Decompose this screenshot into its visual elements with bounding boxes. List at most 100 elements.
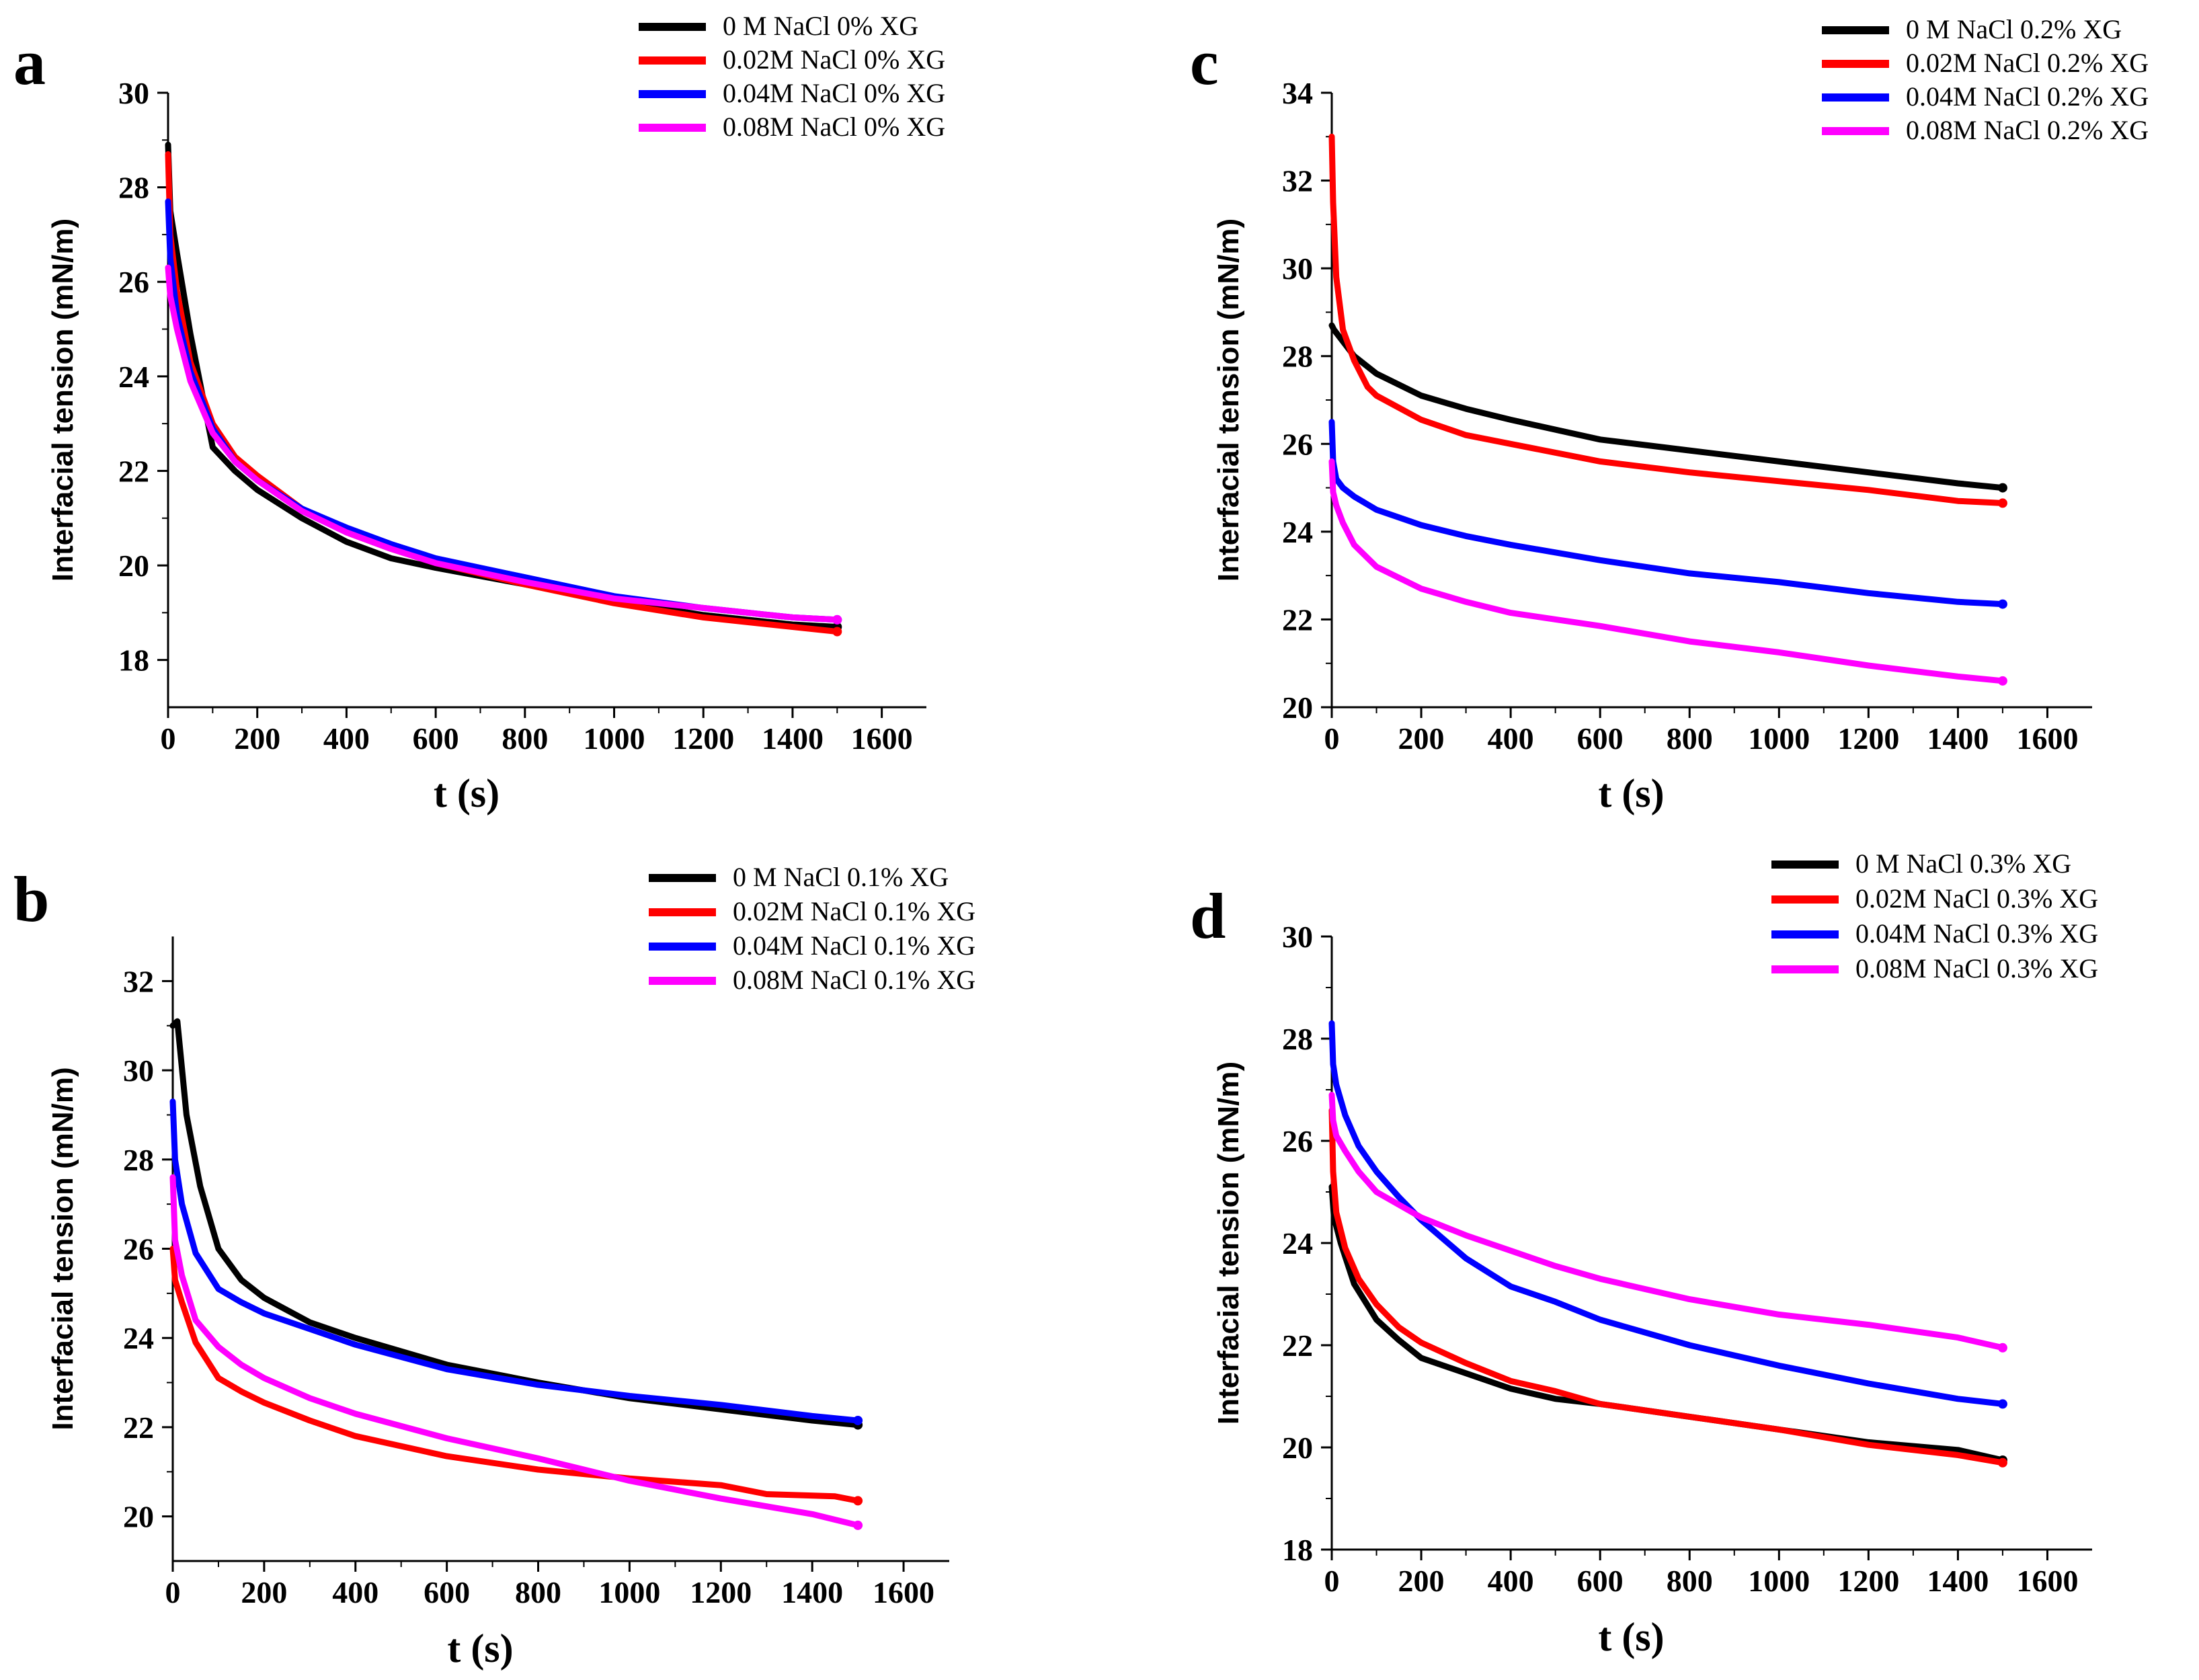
series-line-3 — [165, 198, 840, 623]
x-tick-label: 1400 — [781, 1575, 843, 1609]
y-tick-label: 20 — [1282, 1431, 1313, 1465]
legend-label: 0.04M NaCl 0% XG — [723, 78, 945, 108]
y-tick-label: 20 — [123, 1500, 154, 1534]
series-line-1 — [165, 141, 840, 630]
x-tick-label: 1000 — [1748, 1564, 1810, 1598]
x-tick-label: 0 — [1324, 721, 1340, 756]
series-line-4 — [169, 1174, 861, 1529]
legend-label: 0.04M NaCl 0.2% XG — [1906, 81, 2149, 112]
x-tick-label: 600 — [1577, 721, 1624, 756]
legend-label: 0 M NaCl 0.2% XG — [1906, 14, 2122, 44]
series-end-marker — [832, 614, 842, 625]
y-tick-label: 22 — [123, 1410, 154, 1445]
x-tick-label: 1600 — [873, 1575, 934, 1609]
series-line-1 — [1328, 322, 2006, 491]
panel-d: d 0 200 400 600 800 1000 1200 1400 1600 18 20 22 24 26… — [1190, 848, 2098, 1659]
series-line-4 — [165, 264, 840, 623]
series-line-3 — [1328, 419, 2006, 608]
x-axis-title: t (s) — [447, 1626, 513, 1671]
x-tick-label: 1200 — [690, 1575, 752, 1609]
y-tick-label: 26 — [118, 265, 149, 299]
y-tick-label: 28 — [123, 1143, 154, 1177]
x-tick-label: 800 — [1667, 721, 1713, 756]
y-tick-label: 28 — [1282, 1022, 1313, 1056]
x-tick-label: 600 — [1577, 1564, 1624, 1598]
y-tick-label: 30 — [118, 76, 149, 110]
x-tick-label: 1000 — [598, 1575, 660, 1609]
x-tick-label: 1200 — [1837, 1564, 1899, 1598]
legend-label: 0.04M NaCl 0.1% XG — [733, 930, 975, 961]
x-tick-label: 1400 — [1927, 721, 1989, 756]
series-line-1 — [169, 1018, 861, 1429]
legend-label: 0 M NaCl 0.3% XG — [1855, 848, 2071, 879]
series-end-marker — [1997, 483, 2007, 493]
x-tick-label: 200 — [241, 1575, 287, 1609]
legend-label: 0.04M NaCl 0.3% XG — [1855, 918, 2098, 949]
legend-label: 0 M NaCl 0.1% XG — [733, 862, 949, 892]
x-tick-label: 1400 — [1927, 1564, 1989, 1598]
panel-c: c 0 200 400 600 800 1000 1200 1400 1600 20 22 24 26 28… — [1190, 14, 2149, 815]
y-tick-label: 24 — [1282, 515, 1313, 549]
x-tick-label: 1600 — [2016, 1564, 2078, 1598]
series-line-2 — [1328, 1107, 2006, 1466]
x-axis-title: t (s) — [1598, 771, 1664, 815]
legend-label: 0.02M NaCl 0.1% XG — [733, 896, 975, 926]
x-axis-title: t (s) — [434, 771, 499, 815]
x-tick-label: 800 — [1667, 1564, 1713, 1598]
y-tick-label: 18 — [1282, 1533, 1313, 1567]
y-tick-label: 30 — [1282, 920, 1313, 954]
x-tick-label: 1400 — [762, 721, 824, 756]
legend-label: 0 M NaCl 0% XG — [723, 11, 918, 41]
series-end-marker — [832, 627, 842, 637]
legend-label: 0.08M NaCl 0.2% XG — [1906, 115, 2149, 145]
series-line-4 — [1328, 458, 2006, 684]
x-tick-label: 1000 — [1748, 721, 1810, 756]
y-tick-label: 26 — [123, 1232, 154, 1267]
series-end-marker — [1997, 599, 2007, 609]
legend-label: 0.08M NaCl 0.1% XG — [733, 965, 975, 995]
x-tick-label: 1600 — [2016, 721, 2078, 756]
x-tick-label: 400 — [1488, 1564, 1534, 1598]
series-line-3 — [169, 1098, 861, 1424]
y-tick-label: 20 — [1282, 690, 1313, 725]
x-tick-label: 1600 — [851, 721, 913, 756]
y-axis-title: Interfacial tension (mN/m) — [1212, 1062, 1245, 1425]
legend-label: 0.02M NaCl 0.2% XG — [1906, 48, 2149, 78]
panel-a: a 0 200 400 600 800 1000 1200 1400 1600 18 20 22 24 26… — [13, 11, 945, 815]
series-end-marker — [853, 1520, 863, 1530]
series-line-4 — [1328, 1092, 2006, 1351]
y-tick-label: 22 — [118, 454, 149, 488]
panel-letter: d — [1190, 880, 1226, 952]
series-end-marker — [1997, 1343, 2007, 1353]
x-tick-label: 1200 — [1837, 721, 1899, 756]
series-end-marker — [1997, 1399, 2007, 1409]
y-tick-label: 28 — [1282, 339, 1313, 374]
y-tick-label: 30 — [1282, 251, 1313, 286]
y-tick-label: 30 — [123, 1053, 154, 1088]
series-end-marker — [853, 1415, 863, 1425]
series-line-2 — [169, 1246, 861, 1504]
series-line-2 — [165, 151, 840, 635]
series-line-3 — [1328, 1020, 2006, 1407]
panel-letter: c — [1190, 26, 1219, 98]
y-tick-label: 26 — [1282, 1124, 1313, 1158]
series-line-2 — [1328, 133, 2006, 506]
legend-label: 0.08M NaCl 0.3% XG — [1855, 953, 2098, 984]
series-end-marker — [1997, 1457, 2007, 1468]
x-tick-label: 600 — [413, 721, 459, 756]
x-tick-label: 0 — [165, 1575, 181, 1609]
y-tick-label: 32 — [123, 964, 154, 998]
x-tick-label: 1000 — [584, 721, 645, 756]
x-tick-label: 200 — [234, 721, 280, 756]
x-tick-label: 400 — [1488, 721, 1534, 756]
y-tick-label: 22 — [1282, 1328, 1313, 1363]
x-tick-label: 0 — [161, 721, 176, 756]
panel-letter: a — [13, 26, 46, 98]
y-tick-label: 22 — [1282, 602, 1313, 637]
y-tick-label: 18 — [118, 643, 149, 678]
y-tick-label: 32 — [1282, 164, 1313, 198]
legend-label: 0.08M NaCl 0% XG — [723, 112, 945, 142]
panel-b: b 0 200 400 600 800 1000 1200 1400 1600 20 22 24 26 28… — [13, 862, 975, 1671]
y-tick-label: 24 — [123, 1321, 154, 1355]
